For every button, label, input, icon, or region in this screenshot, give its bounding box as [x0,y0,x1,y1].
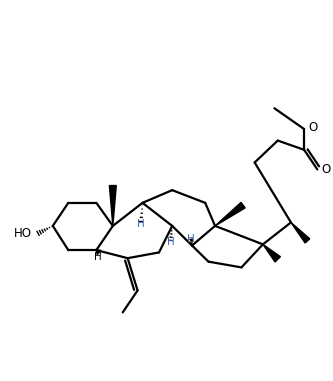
Polygon shape [263,244,280,262]
Polygon shape [109,186,116,226]
Polygon shape [96,250,101,255]
Polygon shape [291,223,310,243]
Text: O: O [308,121,317,134]
Text: O: O [321,163,330,176]
Text: H: H [167,237,174,247]
Text: H: H [137,219,145,229]
Polygon shape [215,202,245,226]
Text: H: H [94,252,101,262]
Text: H: H [187,234,195,243]
Text: HO: HO [14,227,32,240]
